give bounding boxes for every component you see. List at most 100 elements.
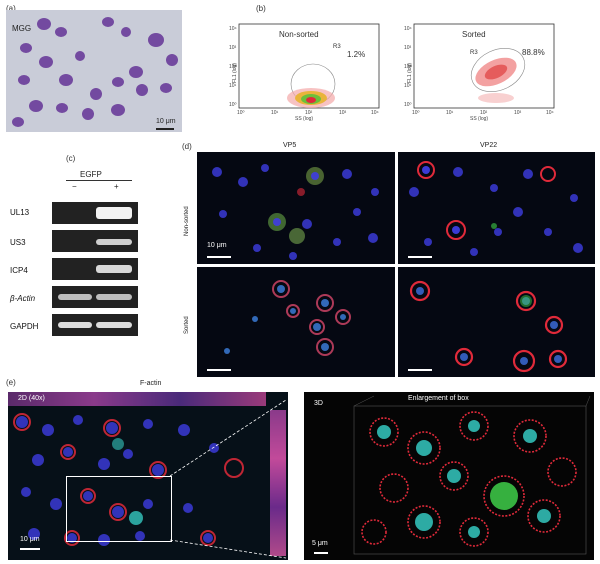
gel-row-label: β-Actin <box>10 294 36 303</box>
xtick: 10³ <box>514 110 522 116</box>
xtick: 10¹ <box>271 110 279 116</box>
mgg-cell <box>56 103 68 113</box>
mgg-cell <box>39 56 53 68</box>
gel-row-label: ICP4 <box>10 266 28 275</box>
e-3d-scale-label: 5 μm <box>312 540 328 547</box>
mgg-cell <box>148 33 164 47</box>
flow-plot-nonsorted: Non-sorted FL1 (log) 10⁴ 10³ 10² 10¹ 10⁰… <box>229 14 385 122</box>
e-2d-scalebar <box>20 548 40 550</box>
flow-xlabel: SS (log) <box>295 116 314 122</box>
cells <box>212 164 379 260</box>
mgg-cell <box>112 77 124 87</box>
e-zoom-box <box>66 476 172 542</box>
panel-a-label: (a) <box>6 4 16 13</box>
gel-strip-us3 <box>52 230 138 252</box>
e-3d-render <box>353 395 591 555</box>
cells <box>224 280 351 356</box>
ytick: 10¹ <box>404 83 412 89</box>
gate-percent: 88.8% <box>522 48 545 57</box>
ytick: 10³ <box>404 45 412 51</box>
gel-strip-gapdh <box>52 314 138 336</box>
ytick: 10² <box>404 64 412 70</box>
e-2d-cells <box>13 413 244 546</box>
d-nonsorted-vp22 <box>398 152 595 264</box>
panel-a-stain-label: MGG <box>12 24 32 33</box>
mgg-cell <box>37 18 51 30</box>
mgg-cell <box>55 27 67 37</box>
mgg-cell <box>90 88 102 100</box>
panel-c-label: (c) <box>66 154 76 163</box>
flow-xlabel: SS (log) <box>470 116 489 122</box>
col-head-vp22: VP22 <box>480 142 498 149</box>
panel-a-scalebar <box>156 128 174 130</box>
panel-d-label: (d) <box>182 142 192 151</box>
d-scalebar <box>207 256 231 258</box>
panel-b-label: (b) <box>256 4 266 13</box>
e-3d-tag: 3D <box>314 400 323 407</box>
ytick: 10³ <box>229 45 237 51</box>
xtick: 10² <box>305 110 313 116</box>
e-3d-micrograph: 3D Enlargement of box 5 μm <box>304 392 594 560</box>
flow-dots-nonsorted <box>238 23 380 109</box>
cells <box>409 161 583 256</box>
mgg-cell <box>102 17 114 27</box>
mgg-cell <box>121 27 131 37</box>
gel-strip-actin <box>52 286 138 308</box>
gate-label: R3 <box>333 44 341 50</box>
gel-band <box>96 207 132 219</box>
ytick: 10⁴ <box>404 26 412 32</box>
gel-band <box>58 322 92 328</box>
mgg-cell <box>59 74 73 86</box>
e-3d-title: Enlargement of box <box>408 395 469 402</box>
e-zoom-lines <box>169 399 287 559</box>
e-2d-scale-label: 10 μm <box>20 536 40 543</box>
gel-band <box>96 239 132 245</box>
e-2d-top-strip <box>8 392 266 406</box>
panel-a-scale-label: 10 μm <box>156 118 176 125</box>
d-scale-label: 10 μm <box>207 242 227 249</box>
row-head-nonsorted: Non-sorted <box>184 206 190 236</box>
mgg-cell <box>75 51 85 61</box>
xtick: 10³ <box>339 110 347 116</box>
flow-title: Sorted <box>462 30 486 39</box>
xtick: 10⁰ <box>412 110 420 116</box>
mgg-cell <box>29 100 43 112</box>
mgg-cell <box>18 75 30 85</box>
gel-row-label: UL13 <box>10 208 30 217</box>
d-scalebar <box>207 369 231 371</box>
lane-label-pos: + <box>114 182 119 191</box>
xtick: 10⁴ <box>546 110 554 116</box>
gate-label: R3 <box>470 50 478 56</box>
d-nonsorted-vp5: 10 μm <box>197 152 395 264</box>
gel-band <box>96 322 132 328</box>
gel-band <box>96 265 132 273</box>
gel-band <box>96 294 132 300</box>
xtick: 10⁰ <box>237 110 245 116</box>
mgg-cell <box>111 104 125 116</box>
mgg-cell <box>20 43 32 53</box>
mgg-cell <box>129 66 143 78</box>
row-head-sorted: Sorted <box>184 316 190 334</box>
panel-e-label: (e) <box>6 378 16 387</box>
gel-strip-icp4 <box>52 258 138 280</box>
mgg-cell <box>160 83 172 93</box>
gel-strip-ul13 <box>52 202 138 224</box>
e-2d-micrograph: 2D (40x) 10 μm <box>8 392 288 560</box>
xtick: 10² <box>480 110 488 116</box>
e-2d-right-strip <box>270 410 286 556</box>
mgg-cell <box>82 108 94 120</box>
flow-plot-sorted: Sorted FL1 (log) 10⁴ 10³ 10² 10¹ 10⁰ R3 … <box>404 14 560 122</box>
e-3d-scalebar <box>314 552 328 554</box>
ytick: 10⁰ <box>229 102 237 108</box>
gate-percent: 1.2% <box>347 50 366 59</box>
d-scalebar <box>408 369 432 371</box>
flow-dots-sorted <box>413 23 555 109</box>
mgg-cells <box>12 17 178 127</box>
gel-header-line <box>66 180 132 181</box>
ytick: 10⁴ <box>229 26 237 32</box>
ytick: 10¹ <box>229 83 237 89</box>
flow-title: Non-sorted <box>279 30 319 39</box>
gel-band <box>58 294 92 300</box>
gel-row-label: US3 <box>10 238 26 247</box>
panel-a-micrograph: MGG 10 μm <box>6 10 182 132</box>
